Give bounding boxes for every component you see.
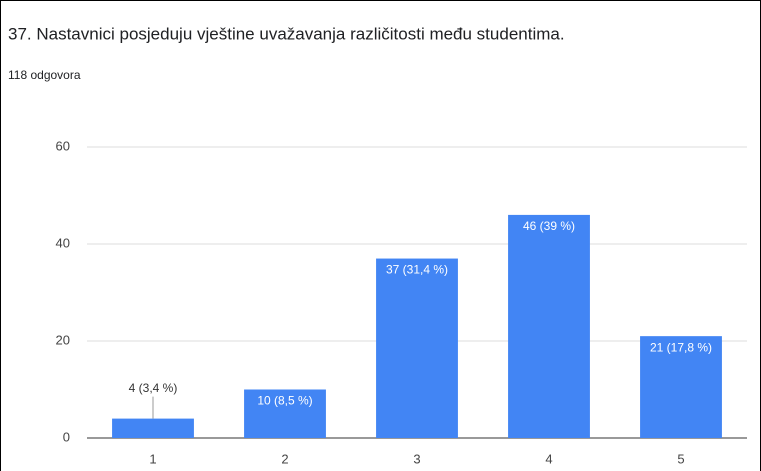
x-tick-label: 2 (281, 451, 288, 466)
chart-subtitle: 118 odgovora (8, 68, 81, 82)
bar (244, 389, 326, 438)
x-tick-label: 1 (149, 451, 156, 466)
x-tick-label: 5 (677, 451, 684, 466)
data-label: 37 (31,4 %) (386, 263, 448, 277)
bar (640, 336, 722, 438)
data-label: 10 (8,5 %) (257, 394, 312, 408)
x-tick-label: 3 (413, 451, 420, 466)
bar (508, 214, 590, 438)
data-label: 21 (17,8 %) (650, 340, 712, 354)
y-tick-label: 60 (56, 138, 70, 153)
chart-title: 37. Nastavnici posjeduju vještine uvažav… (8, 24, 565, 43)
y-tick-label: 0 (63, 429, 70, 444)
data-label: 46 (39 %) (523, 219, 575, 233)
y-tick-label: 20 (56, 332, 70, 347)
bar (376, 258, 458, 438)
x-tick-label: 4 (545, 451, 552, 466)
bar (112, 418, 194, 438)
data-label: 4 (3,4 %) (129, 381, 178, 395)
y-tick-label: 40 (56, 235, 70, 250)
